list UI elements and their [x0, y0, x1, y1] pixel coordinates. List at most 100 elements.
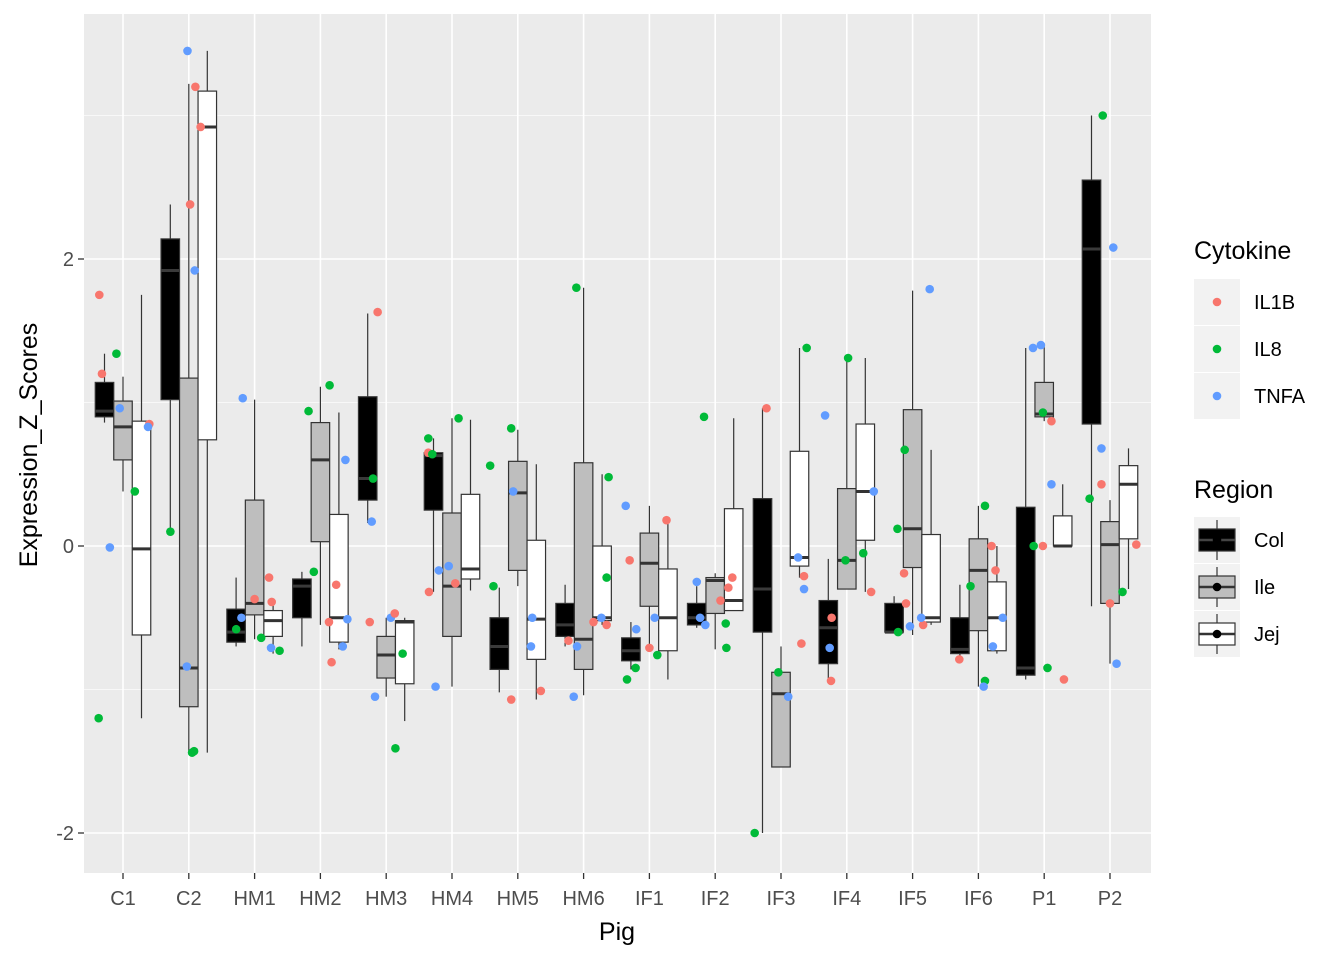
- box-body: [1015, 506, 1036, 676]
- point-il8: [275, 646, 284, 656]
- legend-label-tnfa: TNFA: [1254, 386, 1306, 408]
- box-body: [507, 460, 528, 571]
- point-il8: [256, 633, 266, 643]
- point-il1b: [97, 369, 107, 379]
- point-il1b: [331, 580, 341, 590]
- point-il8: [652, 650, 662, 660]
- box-ile-hm2: [310, 386, 331, 625]
- point-il1b: [955, 655, 964, 664]
- box-body: [1034, 381, 1055, 418]
- legend-cytokine-items: IL1B IL8 TNFA: [1194, 279, 1306, 419]
- box-jej-hm4: [460, 419, 481, 591]
- point-tnfa: [182, 662, 192, 671]
- y-axis: -2 0 2: [56, 249, 84, 845]
- box-col-c2: [160, 204, 181, 532]
- point-il1b: [267, 597, 277, 607]
- box-body: [855, 423, 876, 541]
- box-ile-c2: [178, 83, 199, 753]
- box-body: [950, 617, 970, 655]
- point-il1b: [728, 573, 737, 582]
- point-il8: [112, 349, 121, 359]
- box-body: [357, 396, 378, 501]
- point-tnfa: [143, 422, 153, 432]
- point-il8: [130, 487, 140, 496]
- y-tick-label: 0: [63, 536, 74, 558]
- point-il1b: [564, 636, 573, 646]
- point-il8: [604, 472, 613, 482]
- point-il8: [1038, 408, 1048, 417]
- point-il8: [966, 581, 975, 591]
- point-tnfa: [1036, 340, 1046, 350]
- point-il1b: [1097, 479, 1106, 489]
- box-ile-c1: [113, 376, 133, 492]
- box-col-hm5: [489, 587, 510, 693]
- point-il8: [166, 527, 175, 536]
- point-il1b: [450, 579, 460, 588]
- x-tick-label: IF1: [635, 888, 664, 910]
- x-tick-label: HM6: [562, 888, 604, 910]
- point-il8: [94, 713, 103, 723]
- box-body: [131, 420, 152, 636]
- point-tnfa: [341, 455, 350, 465]
- point-tnfa: [115, 403, 125, 413]
- point-il1b: [625, 556, 634, 565]
- point-tnfa: [444, 561, 454, 571]
- point-tnfa: [799, 584, 809, 594]
- point-tnfa: [869, 487, 879, 496]
- box-body: [789, 450, 810, 567]
- x-tick-label: P1: [1032, 888, 1056, 910]
- point-tnfa: [1097, 444, 1106, 453]
- point-tnfa: [434, 566, 444, 575]
- point-il1b: [196, 122, 205, 132]
- x-tick-label: C2: [176, 888, 202, 910]
- grid-minor: [84, 115, 1151, 690]
- point-tnfa: [988, 642, 998, 651]
- point-il8: [1085, 494, 1094, 503]
- x-tick-label: C1: [110, 888, 136, 910]
- box-body: [197, 90, 218, 441]
- point-il8: [1118, 587, 1127, 597]
- box-jej-hm1: [263, 600, 283, 654]
- point-il1b: [185, 200, 195, 209]
- y-tick-label: 2: [63, 249, 74, 271]
- point-il8: [774, 667, 783, 677]
- point-il8: [427, 449, 437, 459]
- point-tnfa: [650, 613, 659, 623]
- point-il1b: [991, 566, 1000, 575]
- box-ile-hm4: [442, 418, 462, 687]
- point-il8: [454, 413, 463, 423]
- box-jej-hm5: [526, 464, 547, 700]
- box-body: [1081, 179, 1102, 425]
- point-il1b: [264, 573, 274, 582]
- legend-swatch-il8: [1212, 344, 1222, 354]
- box-ile-if6: [968, 505, 989, 687]
- point-il1b: [424, 587, 434, 597]
- point-il1b: [191, 82, 200, 92]
- box-ile-hm3: [376, 617, 397, 697]
- box-body: [489, 617, 510, 671]
- point-il8: [1029, 541, 1038, 551]
- points: [94, 46, 1141, 838]
- point-il1b: [373, 307, 382, 317]
- point-tnfa: [370, 692, 380, 701]
- box-body: [705, 576, 726, 615]
- point-tnfa: [979, 682, 988, 691]
- point-il8: [843, 353, 853, 363]
- box-body: [752, 498, 773, 633]
- point-tnfa: [998, 613, 1008, 623]
- box-body: [836, 488, 857, 590]
- point-il1b: [899, 568, 909, 578]
- point-il1b: [1038, 541, 1048, 551]
- point-tnfa: [338, 642, 348, 651]
- box-col-c1: [94, 353, 115, 423]
- point-tnfa: [631, 624, 641, 634]
- point-il8: [699, 412, 709, 422]
- point-il1b: [1047, 416, 1056, 426]
- point-tnfa: [701, 620, 710, 630]
- point-il1b: [901, 599, 911, 608]
- plot-panel: [84, 14, 1151, 873]
- box-jej-c1: [131, 294, 152, 719]
- point-il8: [489, 581, 498, 591]
- point-tnfa: [825, 643, 834, 653]
- legend-cytokine-title: Cytokine: [1194, 237, 1291, 265]
